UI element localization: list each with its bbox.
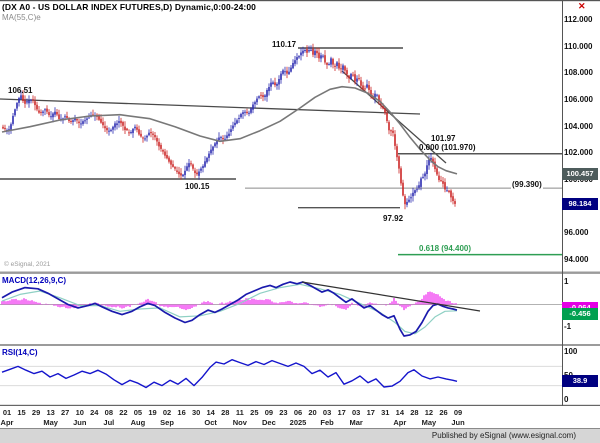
month-label: Sep [160, 418, 174, 427]
axis-tick-label: 1 [564, 277, 569, 286]
date-label: 14 [395, 408, 405, 417]
label-fib-base: 101.97 [431, 134, 456, 143]
date-label: 19 [148, 408, 157, 417]
date-label: 01 [2, 408, 12, 417]
axis-tick-label: 96.000 [564, 228, 589, 238]
month-label: Apr [0, 418, 14, 427]
month-label: May [421, 418, 437, 427]
date-label: 28 [221, 408, 230, 417]
month-label: Oct [204, 418, 217, 427]
date-label: 02 [162, 408, 172, 417]
publisher-credit: Published by eSignal (www.esignal.com) [431, 431, 576, 440]
date-label: 17 [366, 408, 375, 417]
axis-tick-label: 104.000 [564, 121, 593, 131]
date-label: 27 [61, 408, 70, 417]
rsi-study-label: RSI(14,C) [2, 348, 38, 357]
date-label: 23 [279, 408, 288, 417]
month-label: Mar [349, 418, 363, 427]
close-icon[interactable]: ✕ [578, 1, 586, 11]
date-label: 25 [250, 408, 259, 417]
date-label: 22 [119, 408, 128, 417]
label-low-apr: 97.92 [383, 214, 404, 223]
month-label: 2025 [289, 418, 307, 427]
ma-value-tag: 100.457 [562, 167, 598, 180]
date-label: 03 [322, 408, 332, 417]
month-label: Feb [320, 418, 334, 427]
date-label: 16 [177, 408, 186, 417]
date-label: 09 [453, 408, 463, 417]
axis-tick-label: 106.000 [564, 94, 593, 104]
macd-signal-tag: -0.456 [562, 307, 598, 320]
date-label: 10 [75, 408, 84, 417]
axis-tick-label: -1 [564, 322, 572, 331]
month-label: Apr [393, 418, 407, 427]
month-label: Jun [73, 418, 87, 427]
axis-tick-label: 108.000 [564, 68, 593, 78]
chart-title: (DX A0 - US DOLLAR INDEX FUTURES,D) Dyna… [2, 2, 256, 12]
date-label: 26 [439, 408, 448, 417]
axis-tick-label: 0 [564, 395, 569, 404]
date-label: 30 [191, 408, 201, 417]
date-label: 14 [206, 408, 215, 417]
axis-tick-label: 110.000 [564, 41, 593, 51]
date-label: 09 [264, 408, 274, 417]
axis-tick-label: 94.000 [564, 254, 589, 264]
label-fib-zero: 0.000 (101.970) [419, 143, 476, 152]
month-label: Jul [103, 418, 115, 427]
label-high-2024: 106.51 [8, 86, 33, 95]
month-label: Aug [130, 418, 146, 427]
chart-canvas [0, 0, 600, 406]
date-label: 29 [31, 408, 41, 417]
date-label: 05 [133, 408, 143, 417]
date-label: 20 [308, 408, 317, 417]
date-label: 31 [381, 408, 390, 417]
ma-study-label: MA(55,C)e [2, 13, 41, 22]
axis-tick-label: 102.000 [564, 148, 593, 158]
month-label: Dec [262, 418, 276, 427]
date-label: 08 [104, 408, 114, 417]
axis-tick-label: 112.000 [564, 14, 593, 24]
label-low-2024: 100.15 [185, 182, 210, 191]
footer-bar: Published by eSignal (www.esignal.com) [0, 428, 600, 443]
date-label: 15 [17, 408, 26, 417]
month-label: Jun [451, 418, 465, 427]
rsi-value-tag: 38.9 [562, 375, 598, 388]
axis-tick-label: 100 [564, 347, 578, 356]
esignal-watermark: © eSignal, 2021 [4, 261, 51, 268]
month-label: May [43, 418, 58, 427]
last-price-tag: 98.184 [562, 198, 598, 211]
macd-study-label: MACD(12,26,9,C) [2, 276, 67, 285]
label-high-2025: 110.17 [272, 40, 297, 49]
date-label: 03 [352, 408, 361, 417]
date-label: 13 [46, 408, 55, 417]
month-label: Nov [232, 418, 247, 427]
date-label: 12 [424, 408, 434, 417]
label-fib-618: 0.618 (94.400) [419, 244, 472, 253]
date-label: 24 [90, 408, 99, 417]
date-label: 06 [293, 408, 303, 417]
candlestick-series [2, 43, 456, 210]
date-label: 11 [235, 408, 244, 417]
date-label: 17 [337, 408, 346, 417]
date-label: 28 [410, 408, 419, 417]
label-ma-level: (99.390) [511, 180, 543, 189]
